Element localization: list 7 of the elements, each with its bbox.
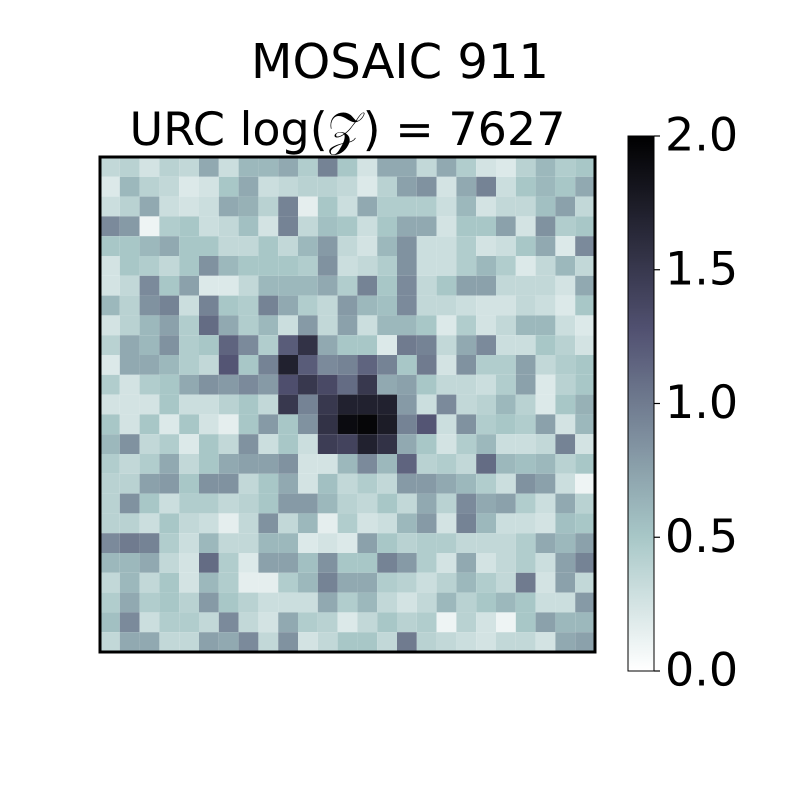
color-bar-label: 0.5 [665,508,738,563]
chart-subtitle: URC log(𝒵) = 7627 [130,102,566,156]
color-bar-label: 1.0 [665,375,738,430]
color-bar-label: 1.5 [665,241,738,296]
color-bar-label: 0.0 [665,642,738,697]
color-bar-label: 2.0 [665,108,738,162]
chart-title: MOSAIC 911 [251,34,549,90]
